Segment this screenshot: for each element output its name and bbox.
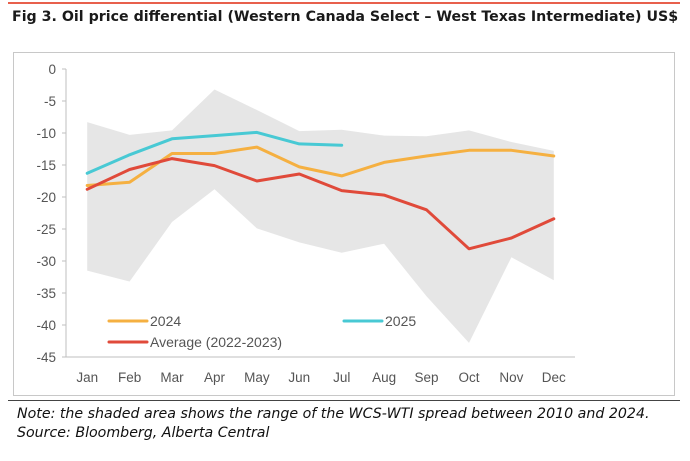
- x-tick-label: Jun: [288, 370, 310, 385]
- y-tick-label: 0: [48, 62, 56, 77]
- y-tick-label: -40: [36, 318, 56, 333]
- y-tick-label: -10: [36, 126, 56, 141]
- y-tick-label: -45: [36, 350, 56, 365]
- legend-2024-label: 2024: [150, 313, 181, 329]
- range-band-area: [87, 89, 554, 343]
- y-tick-label: -30: [36, 254, 56, 269]
- x-tick-label: Mar: [160, 370, 184, 385]
- legend-2025-label: 2025: [385, 313, 416, 329]
- y-tick-label: -20: [36, 190, 56, 205]
- x-tick-label: May: [244, 370, 270, 385]
- y-tick-label: -25: [36, 222, 56, 237]
- x-tick-label: Jul: [333, 370, 350, 385]
- y-tick-label: -35: [36, 286, 56, 301]
- line-2025: [85, 130, 344, 175]
- oil-price-chart: 0 -5 -10 -15 -20 -25 -30 -35 -40 -45 Jan Feb Mar Apr M…: [36, 62, 575, 385]
- x-tick-label: Nov: [499, 370, 523, 385]
- x-tick-label: Jan: [76, 370, 98, 385]
- x-tick-label: Oct: [458, 370, 479, 385]
- x-tick-label: Dec: [542, 370, 566, 385]
- legend-average-2022-2023-label: Average (2022-2023): [150, 334, 282, 350]
- line-average-2022-2023: [85, 157, 556, 251]
- y-tick-label: -15: [36, 158, 56, 173]
- x-tick-label: Apr: [204, 370, 226, 385]
- note-divider: [8, 400, 680, 401]
- y-tick-label: -5: [44, 94, 56, 109]
- line-2024: [85, 145, 556, 187]
- x-tick-label: Feb: [118, 370, 141, 385]
- top-accent-rule: [8, 2, 680, 4]
- x-tick-label: Aug: [372, 370, 396, 385]
- figure-note: Note: the shaded area shows the range of…: [17, 406, 650, 441]
- x-tick-label: Sep: [415, 370, 439, 385]
- figure-title: Fig 3. Oil price differential (Western C…: [12, 9, 679, 25]
